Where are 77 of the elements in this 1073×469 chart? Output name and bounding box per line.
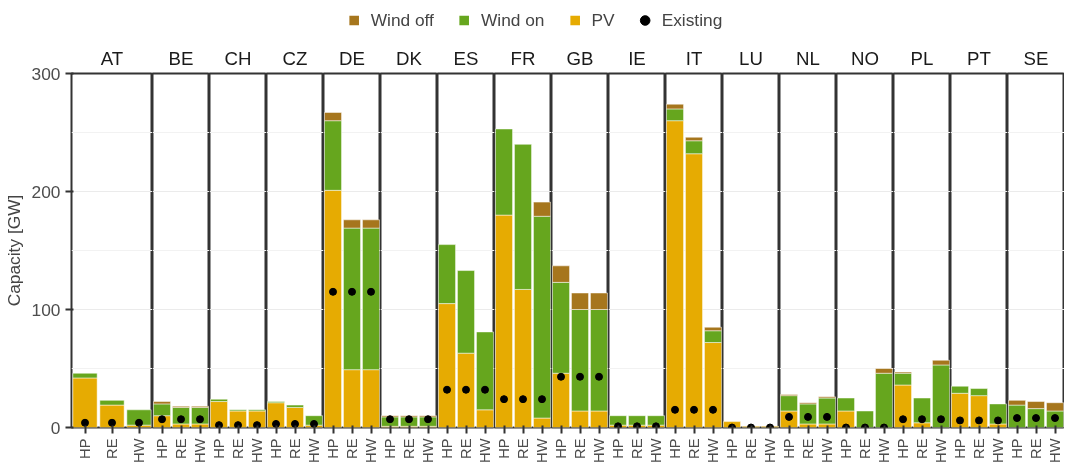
x-tick-label: RE: [800, 438, 816, 459]
chart-title: NL: [796, 47, 820, 69]
x-tick-label: HW: [363, 438, 379, 463]
x-tick-label: HP: [667, 438, 683, 459]
x-tick-label: HW: [249, 438, 265, 463]
x-tick-label: HW: [534, 438, 550, 463]
x-tick-label: RE: [686, 438, 702, 459]
x-tick-label: HP: [553, 438, 569, 459]
y-tick-label: 100: [31, 299, 61, 320]
chart-title: ES: [453, 47, 479, 69]
x-tick-label: HW: [477, 438, 493, 463]
x-tick-label: HW: [648, 438, 664, 463]
x-tick-label: HP: [610, 438, 626, 459]
x-tick-label: HP: [781, 438, 797, 459]
x-tick-label: RE: [401, 438, 417, 459]
x-tick-label: HW: [762, 438, 778, 463]
x-tick-label: RE: [572, 438, 588, 459]
x-tick-label: HP: [77, 438, 93, 459]
x-tick-label: RE: [515, 438, 531, 459]
chart-title: IT: [685, 47, 703, 69]
x-tick-label: HP: [211, 438, 227, 459]
chart-title: NO: [851, 47, 879, 69]
x-tick-label: RE: [173, 438, 189, 459]
x-tick-label: HP: [154, 438, 170, 459]
y-tick-label: 0: [50, 417, 61, 438]
x-tick-label: HP: [724, 438, 740, 459]
x-tick-label: RE: [230, 438, 246, 459]
x-tick-label: RE: [857, 438, 873, 459]
x-tick-label: HW: [933, 438, 949, 463]
x-tick-label: HP: [268, 438, 284, 459]
x-tick-label: RE: [743, 438, 759, 459]
x-tick-label: HP: [838, 438, 854, 459]
x-tick-label: HW: [819, 438, 835, 463]
chart-title: SE: [1023, 47, 1049, 69]
x-tick-label: RE: [971, 438, 987, 459]
legend-label: Wind on: [480, 9, 545, 31]
x-tick-label: HP: [325, 438, 341, 459]
x-tick-label: HW: [420, 438, 436, 463]
x-tick-label: HP: [382, 438, 398, 459]
chart-title: AT: [100, 47, 124, 69]
x-tick-label: HW: [591, 438, 607, 463]
x-tick-label: RE: [344, 438, 360, 459]
chart-title: DK: [396, 47, 423, 69]
chart-title: DE: [339, 47, 365, 69]
x-tick-label: HW: [131, 438, 147, 463]
x-tick-label: HP: [496, 438, 512, 459]
x-tick-label: HP: [439, 438, 455, 459]
x-tick-label: HP: [895, 438, 911, 459]
chart-title: CH: [224, 47, 252, 69]
x-tick-label: HW: [990, 438, 1006, 463]
y-tick-label: 200: [31, 181, 61, 202]
legend-label: Wind off: [370, 9, 434, 31]
x-tick-label: HP: [1009, 438, 1025, 459]
chart-title: CZ: [282, 47, 308, 69]
x-tick-label: HW: [705, 438, 721, 463]
legend-label: PV: [591, 9, 615, 31]
x-tick-label: HW: [1047, 438, 1063, 463]
x-tick-label: HW: [192, 438, 208, 463]
chart-title: LU: [739, 47, 763, 69]
chart-title: FR: [510, 47, 536, 69]
chart-title: IE: [628, 47, 646, 69]
chart-title: PT: [967, 47, 991, 69]
x-tick-label: RE: [287, 438, 303, 459]
x-tick-label: RE: [104, 438, 120, 459]
chart-title: BE: [168, 47, 194, 69]
x-tick-label: HP: [952, 438, 968, 459]
x-tick-label: RE: [914, 438, 930, 459]
chart-title: GB: [566, 47, 594, 69]
x-tick-label: HW: [876, 438, 892, 463]
x-tick-label: RE: [458, 438, 474, 459]
legend-label: Existing: [661, 9, 723, 31]
x-tick-label: RE: [1028, 438, 1044, 459]
y-axis-title: Capacity [GW]: [3, 194, 24, 307]
y-tick-label: 300: [31, 63, 61, 84]
x-tick-label: RE: [629, 438, 645, 459]
chart-title: PL: [910, 47, 934, 69]
x-tick-label: HW: [306, 438, 322, 463]
